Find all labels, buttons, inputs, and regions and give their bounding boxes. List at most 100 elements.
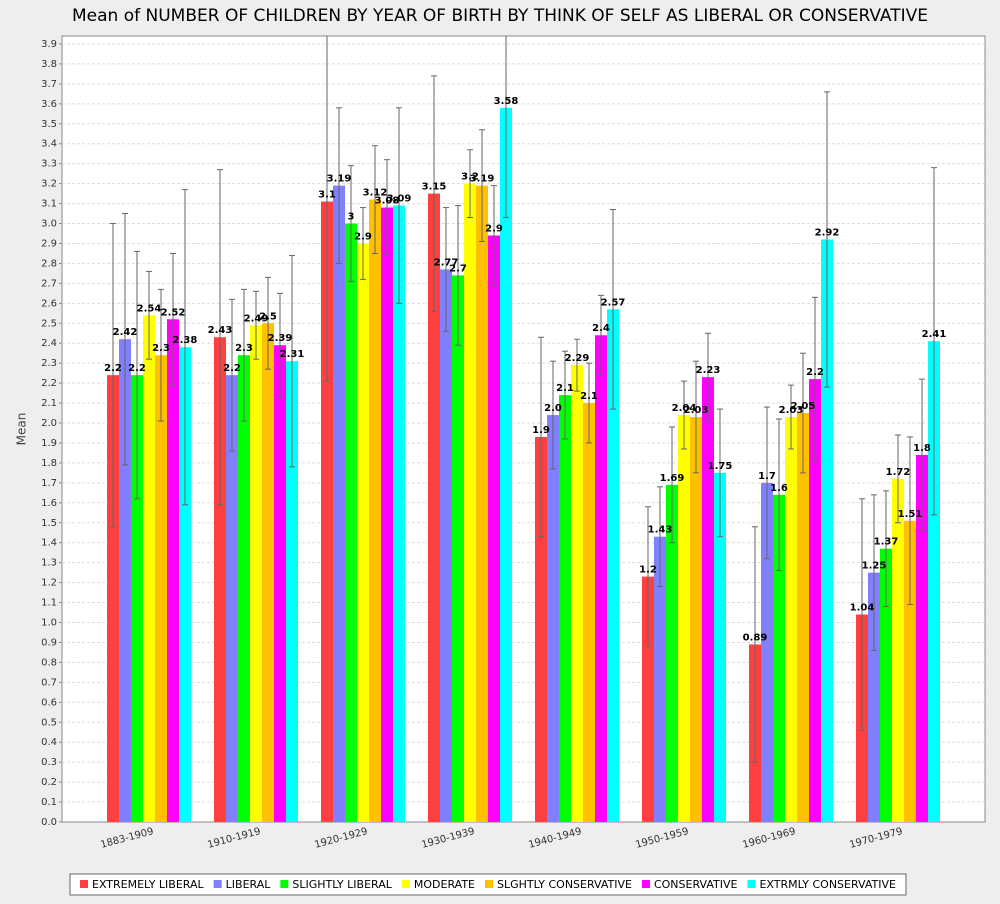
error-bar (443, 207, 449, 332)
error-bar (800, 352, 806, 474)
y-tick-label: 0.9 (41, 637, 57, 648)
y-tick-label: 3.5 (41, 119, 57, 130)
bar (369, 199, 381, 823)
x-tick-label: 1960-1969 (741, 826, 797, 851)
y-tick-label: 3.2 (41, 179, 57, 190)
value-label: 2.05 (791, 401, 816, 412)
value-label: 2.92 (815, 227, 840, 238)
value-label: 1.75 (708, 461, 733, 472)
error-bar (931, 167, 937, 516)
y-tick-label: 0.5 (41, 717, 57, 728)
bar (928, 341, 940, 822)
bar (607, 309, 619, 822)
bar (785, 417, 797, 822)
y-tick-label: 1.0 (41, 618, 57, 629)
y-tick-label: 3.3 (41, 159, 57, 170)
y-tick-label: 1.5 (41, 518, 57, 529)
value-label: 2.54 (137, 303, 162, 314)
bar (595, 335, 607, 822)
y-tick-label: 3.9 (41, 39, 57, 50)
value-label: 2.31 (280, 349, 305, 360)
bar (250, 325, 262, 822)
error-bar (705, 332, 711, 422)
bar (238, 355, 250, 822)
legend-swatch (401, 880, 410, 888)
error-bar (360, 207, 366, 280)
error-bar (562, 350, 568, 440)
error-bar (182, 189, 188, 506)
error-bar (824, 91, 830, 388)
error-bar (669, 426, 675, 544)
y-tick-label: 1.4 (41, 538, 57, 549)
error-bar (253, 290, 259, 360)
value-label: 2.5 (259, 311, 277, 322)
y-tick-label: 2.3 (41, 358, 57, 369)
value-label: 2.2 (223, 363, 241, 374)
y-tick-label: 1.3 (41, 558, 57, 569)
legend-swatch (80, 880, 88, 888)
error-bar (752, 526, 758, 763)
bar (179, 347, 191, 822)
value-label: 3.58 (494, 96, 519, 107)
y-tick-label: 1.1 (41, 598, 57, 609)
value-label: 3.19 (327, 174, 352, 185)
error-bar (396, 107, 402, 304)
bar (916, 454, 928, 822)
error-bar (776, 418, 782, 572)
value-label: 2.77 (434, 257, 459, 268)
y-tick-label: 0.4 (41, 737, 57, 748)
value-label: 2.03 (684, 405, 709, 416)
bar (714, 472, 726, 822)
value-label: 2.57 (601, 297, 626, 308)
error-bar (764, 406, 770, 560)
value-label: 2.39 (268, 333, 293, 344)
bar (119, 339, 131, 822)
value-label: 1.04 (850, 603, 875, 614)
bar (262, 323, 274, 822)
y-tick-label: 2.0 (41, 418, 57, 429)
value-label: 2.52 (161, 307, 186, 318)
y-tick-label: 2.2 (41, 378, 57, 389)
error-bar (657, 486, 663, 588)
value-label: 1.8 (913, 443, 931, 454)
value-label: 1.9 (532, 425, 550, 436)
error-bar (491, 185, 497, 286)
bar (702, 377, 714, 822)
legend-label: EXTREMELY LIBERAL (92, 878, 205, 891)
legend-swatch (280, 880, 289, 888)
bar (535, 436, 547, 822)
y-tick-label: 3.7 (41, 79, 57, 90)
error-bar (324, 36, 330, 382)
error-bar (479, 129, 485, 242)
error-bar (907, 436, 913, 606)
bar (286, 361, 298, 822)
bar (155, 355, 167, 822)
error-bar (503, 36, 509, 219)
y-tick-label: 2.9 (41, 238, 57, 249)
y-tick-label: 1.9 (41, 438, 57, 449)
bar (500, 107, 512, 822)
error-bar (467, 149, 473, 219)
x-tick-label: 1910-1919 (206, 826, 262, 851)
plot-area (61, 35, 986, 823)
y-tick-label: 0.7 (41, 677, 57, 688)
bar (476, 185, 488, 823)
error-bar (348, 165, 354, 282)
error-bar (372, 145, 378, 254)
bar (809, 379, 821, 822)
value-label: 3.09 (387, 194, 412, 205)
bar (428, 193, 440, 822)
bar (107, 375, 119, 822)
y-axis-label: Mean (15, 413, 29, 446)
value-label: 2.03 (779, 405, 804, 416)
bar (226, 375, 238, 822)
bar (381, 207, 393, 822)
error-bar (717, 408, 723, 538)
error-bar (586, 362, 592, 444)
error-bar (229, 298, 235, 452)
bar (452, 275, 464, 822)
error-bar (265, 276, 271, 370)
y-tick-label: 1.2 (41, 578, 57, 589)
value-label: 2.3 (152, 343, 170, 354)
value-label: 2.1 (556, 383, 574, 394)
